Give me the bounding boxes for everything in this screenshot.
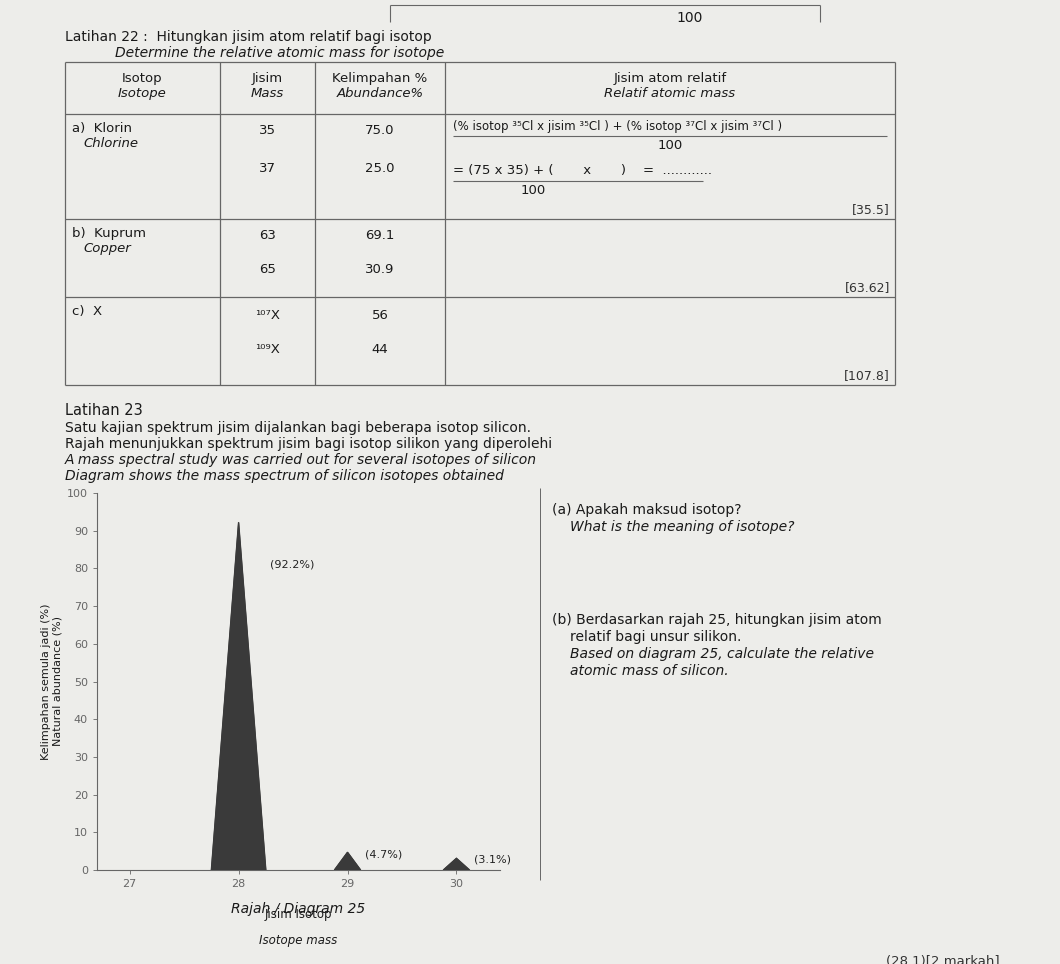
Text: Diagram shows the mass spectrum of silicon isotopes obtained: Diagram shows the mass spectrum of silic… [65,469,504,483]
Text: Latihan 22 :  Hitungkan jisim atom relatif bagi isotop: Latihan 22 : Hitungkan jisim atom relati… [65,30,431,44]
Text: Latihan 23: Latihan 23 [65,403,143,418]
Text: Jisim: Jisim [252,72,283,85]
Text: [63.62]: [63.62] [845,281,890,294]
Text: (4.7%): (4.7%) [365,849,402,860]
Text: 63: 63 [259,229,276,242]
Text: 44: 44 [372,343,388,356]
Text: Jisim atom relatif: Jisim atom relatif [614,72,726,85]
Text: ¹⁰⁹X: ¹⁰⁹X [255,343,280,356]
Text: Chlorine: Chlorine [83,137,138,150]
Polygon shape [211,522,266,870]
Text: Rajah / Diagram 25: Rajah / Diagram 25 [231,902,366,916]
Text: 75.0: 75.0 [366,124,394,137]
Text: 100: 100 [657,139,683,152]
Text: ¹⁰⁷X: ¹⁰⁷X [255,309,280,322]
Polygon shape [443,858,470,870]
Text: c)  X: c) X [72,305,102,318]
Y-axis label: Kelimpahan semula jadi (%)
Natural abundance (%): Kelimpahan semula jadi (%) Natural abund… [41,603,63,760]
Text: Isotope mass: Isotope mass [260,934,338,947]
Text: = (75 x 35) + (       x       )    =  ............: = (75 x 35) + ( x ) = ............ [453,164,712,177]
Text: Determine the relative atomic mass for isotope: Determine the relative atomic mass for i… [114,46,444,60]
Text: Rajah menunjukkan spektrum jisim bagi isotop silikon yang diperolehi: Rajah menunjukkan spektrum jisim bagi is… [65,437,552,451]
Text: Satu kajian spektrum jisim dijalankan bagi beberapa isotop silicon.: Satu kajian spektrum jisim dijalankan ba… [65,421,531,435]
Text: Based on diagram 25, calculate the relative: Based on diagram 25, calculate the relat… [570,647,874,661]
Text: (3.1%): (3.1%) [474,855,511,865]
Text: [107.8]: [107.8] [844,369,890,382]
Text: 100: 100 [677,11,703,25]
Text: 30.9: 30.9 [366,263,394,276]
Text: a)  Klorin: a) Klorin [72,122,132,135]
Text: (% isotop ³⁵Cl x jisim ³⁵Cl ) + (% isotop ³⁷Cl x jisim ³⁷Cl ): (% isotop ³⁵Cl x jisim ³⁵Cl ) + (% isoto… [453,120,782,133]
Text: What is the meaning of isotope?: What is the meaning of isotope? [570,520,795,534]
Polygon shape [335,852,360,870]
Text: Jisim Isotop: Jisim Isotop [265,908,332,921]
Text: 37: 37 [259,162,276,175]
Text: Isotope: Isotope [118,87,166,100]
Text: Copper: Copper [83,242,130,255]
Text: (92.2%): (92.2%) [270,559,315,569]
Text: b)  Kuprum: b) Kuprum [72,227,146,240]
Text: Abundance%: Abundance% [336,87,424,100]
Text: atomic mass of silicon.: atomic mass of silicon. [570,664,728,678]
Text: 56: 56 [372,309,388,322]
Text: Kelimpahan %: Kelimpahan % [333,72,427,85]
Text: 100: 100 [520,184,546,197]
Text: Isotop: Isotop [122,72,163,85]
Text: [35.5]: [35.5] [852,203,890,216]
Text: A mass spectral study was carried out for several isotopes of silicon: A mass spectral study was carried out fo… [65,453,537,467]
Text: Relatif atomic mass: Relatif atomic mass [604,87,736,100]
Text: 25.0: 25.0 [366,162,394,175]
Text: (28.1)[2 markah]: (28.1)[2 markah] [886,955,1000,964]
Text: 35: 35 [259,124,276,137]
Text: (a) Apakah maksud isotop?: (a) Apakah maksud isotop? [552,503,742,517]
Text: (b) Berdasarkan rajah 25, hitungkan jisim atom: (b) Berdasarkan rajah 25, hitungkan jisi… [552,613,882,627]
Text: relatif bagi unsur silikon.: relatif bagi unsur silikon. [570,630,741,644]
Text: 69.1: 69.1 [366,229,394,242]
Text: 65: 65 [259,263,276,276]
Text: Mass: Mass [251,87,284,100]
